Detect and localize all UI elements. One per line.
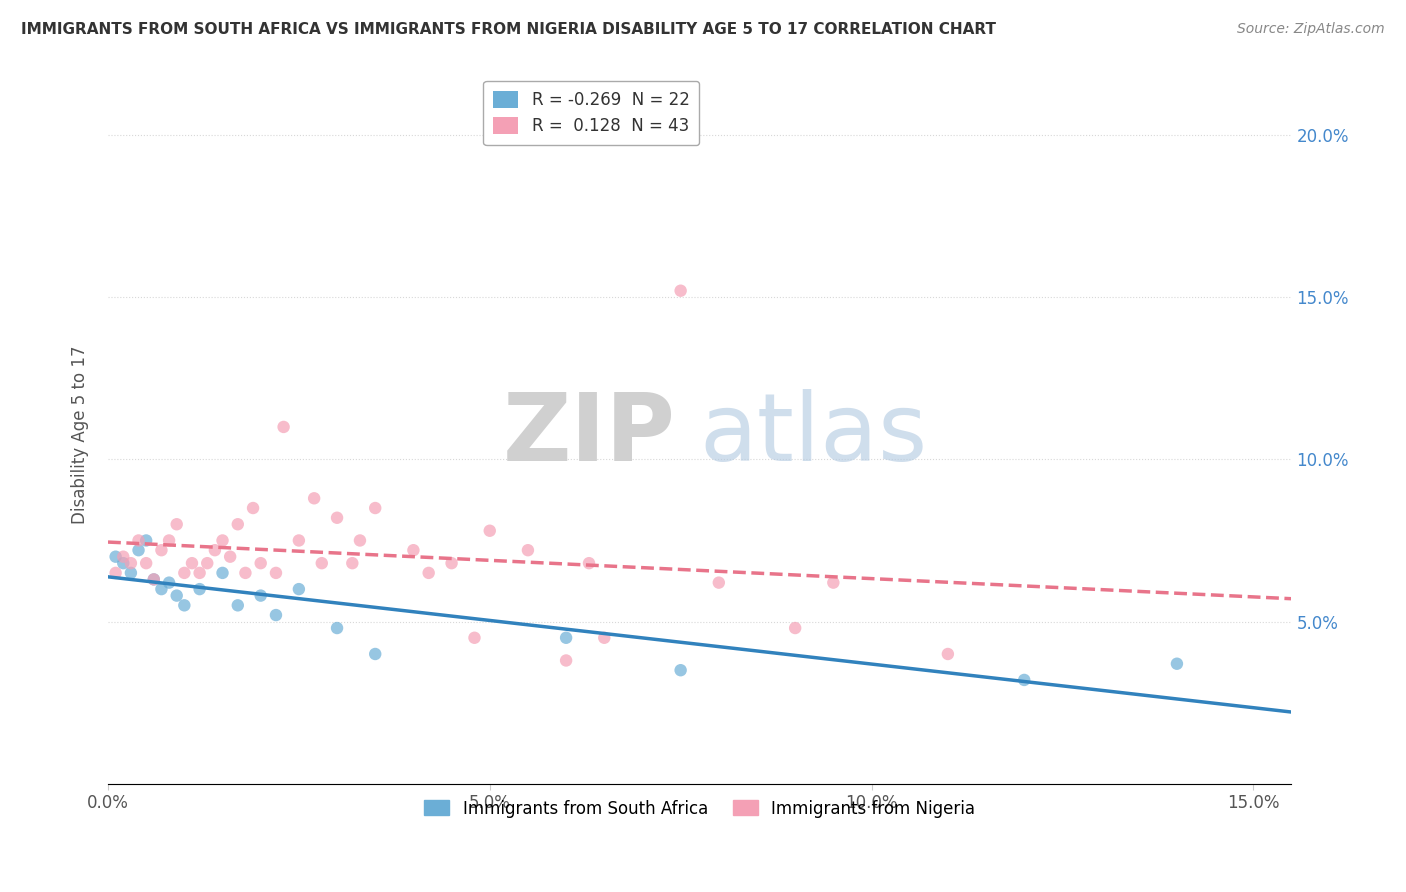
Text: IMMIGRANTS FROM SOUTH AFRICA VS IMMIGRANTS FROM NIGERIA DISABILITY AGE 5 TO 17 C: IMMIGRANTS FROM SOUTH AFRICA VS IMMIGRAN… xyxy=(21,22,995,37)
Point xyxy=(555,631,578,645)
Point xyxy=(364,647,387,661)
Point xyxy=(326,621,349,635)
Text: ZIP: ZIP xyxy=(503,389,676,481)
Point xyxy=(669,284,692,298)
Point xyxy=(157,575,180,590)
Point xyxy=(173,599,195,613)
Point xyxy=(135,556,157,570)
Point xyxy=(326,510,349,524)
Point xyxy=(142,573,165,587)
Point xyxy=(166,589,188,603)
Point xyxy=(264,566,287,580)
Text: Source: ZipAtlas.com: Source: ZipAtlas.com xyxy=(1237,22,1385,37)
Point xyxy=(150,543,173,558)
Point xyxy=(249,589,271,603)
Point xyxy=(219,549,242,564)
Point xyxy=(188,582,211,596)
Point xyxy=(364,501,387,516)
Point xyxy=(478,524,501,538)
Point xyxy=(249,556,271,570)
Point xyxy=(311,556,333,570)
Text: atlas: atlas xyxy=(700,389,928,481)
Point xyxy=(936,647,959,661)
Point xyxy=(112,549,135,564)
Point xyxy=(150,582,173,596)
Point xyxy=(288,582,311,596)
Point xyxy=(578,556,600,570)
Point xyxy=(1166,657,1188,671)
Point xyxy=(440,556,463,570)
Point xyxy=(104,549,127,564)
Point xyxy=(264,608,287,623)
Point xyxy=(273,420,295,434)
Point xyxy=(188,566,211,580)
Point xyxy=(342,556,364,570)
Point xyxy=(120,566,142,580)
Point xyxy=(204,543,226,558)
Point xyxy=(104,566,127,580)
Point xyxy=(823,575,845,590)
Point xyxy=(349,533,371,548)
Point xyxy=(181,556,204,570)
Point xyxy=(166,517,188,532)
Y-axis label: Disability Age 5 to 17: Disability Age 5 to 17 xyxy=(72,346,89,524)
Point xyxy=(157,533,180,548)
Point xyxy=(173,566,195,580)
Point xyxy=(463,631,485,645)
Point xyxy=(235,566,257,580)
Point xyxy=(516,543,538,558)
Legend: Immigrants from South Africa, Immigrants from Nigeria: Immigrants from South Africa, Immigrants… xyxy=(418,793,981,824)
Point xyxy=(669,663,692,677)
Point xyxy=(226,517,249,532)
Point xyxy=(302,491,325,506)
Point xyxy=(555,653,578,667)
Point xyxy=(402,543,425,558)
Point xyxy=(135,533,157,548)
Point xyxy=(195,556,218,570)
Point xyxy=(226,599,249,613)
Point xyxy=(288,533,311,548)
Point xyxy=(120,556,142,570)
Point xyxy=(211,533,233,548)
Point xyxy=(242,501,264,516)
Point xyxy=(142,573,165,587)
Point xyxy=(211,566,233,580)
Point xyxy=(128,543,150,558)
Point xyxy=(593,631,616,645)
Point xyxy=(112,556,135,570)
Point xyxy=(707,575,730,590)
Point xyxy=(785,621,807,635)
Point xyxy=(418,566,440,580)
Point xyxy=(1012,673,1035,687)
Point xyxy=(128,533,150,548)
